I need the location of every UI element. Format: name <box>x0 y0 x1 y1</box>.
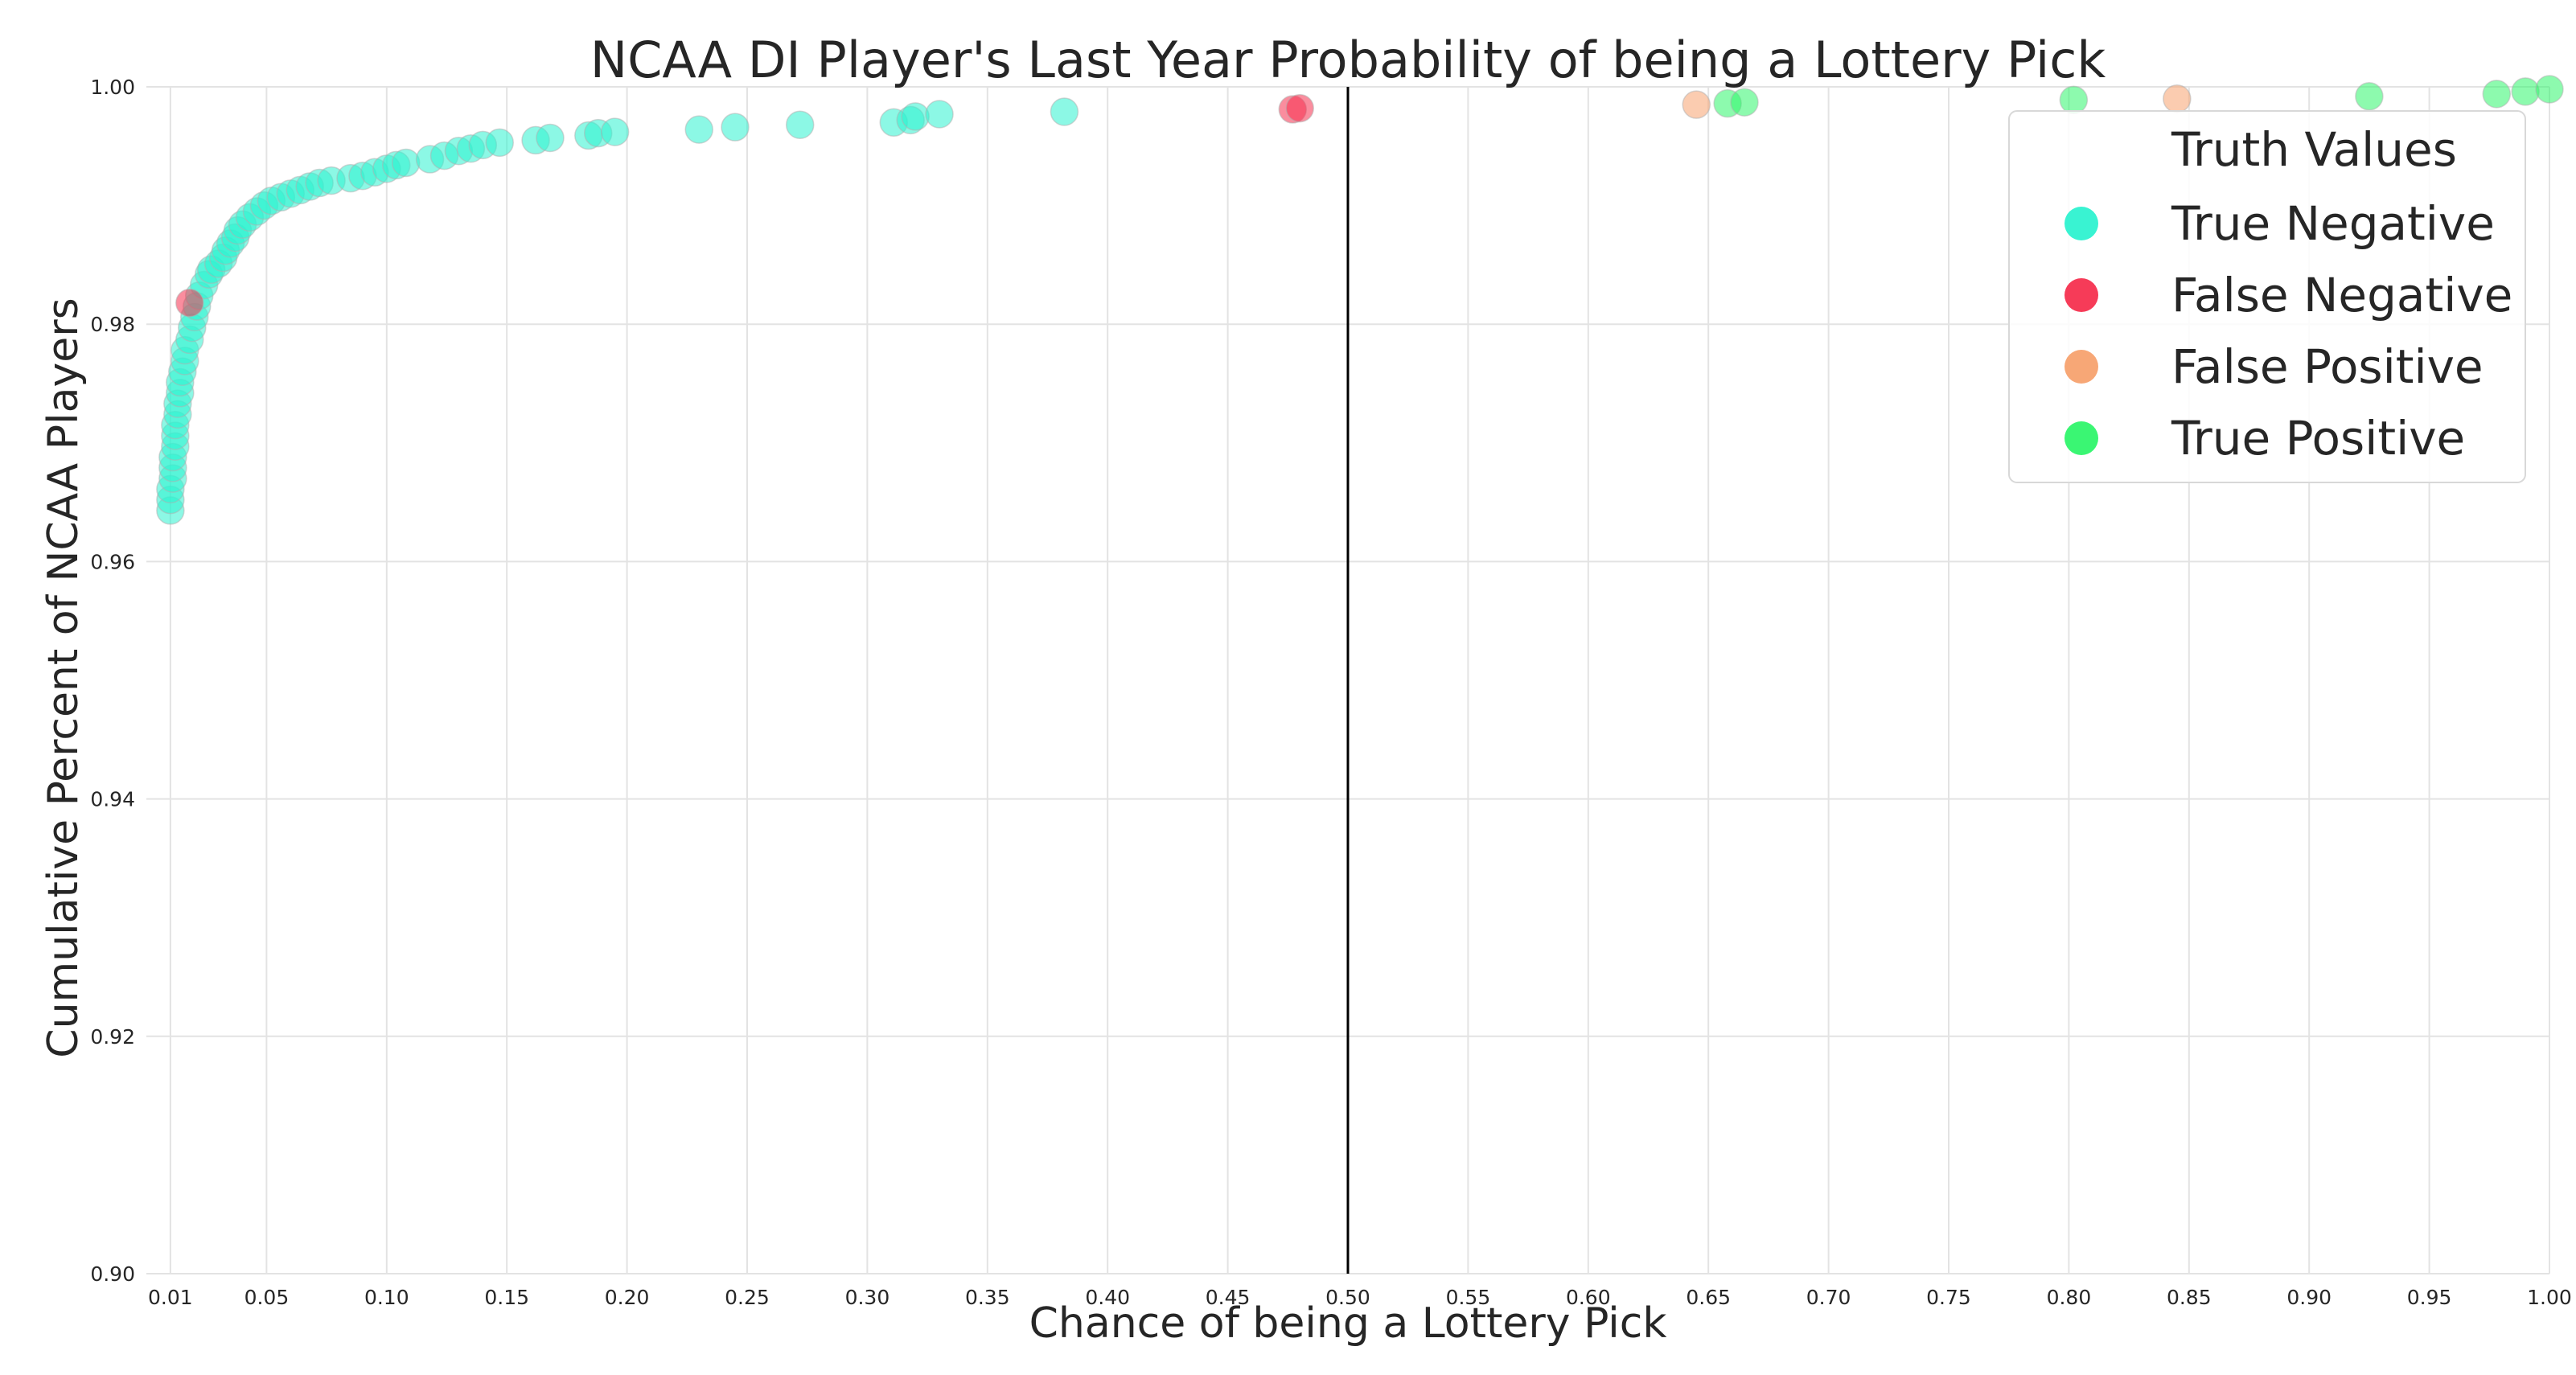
data-point <box>1730 88 1759 117</box>
x-tick-label: 0.55 <box>1446 1286 1491 1309</box>
x-tick-label: 0.65 <box>1686 1286 1731 1309</box>
data-point <box>391 148 421 178</box>
x-tick-label: 1.00 <box>2527 1286 2572 1309</box>
chart-title: NCAA DI Player's Last Year Probability o… <box>590 31 2106 89</box>
legend-marker <box>2064 278 2098 312</box>
x-axis-ticks: 0.01 0.05 0.10 0.15 0.20 0.25 0.30 0.35 0.40 0.45… <box>148 1286 2572 1309</box>
data-point <box>2059 85 2089 114</box>
y-tick-label: 0.94 <box>90 788 135 811</box>
y-tick-label: 0.98 <box>90 313 135 336</box>
legend-box <box>2008 110 2526 483</box>
y-axis-ticks: 0.90 0.92 0.94 0.96 0.98 1.00 <box>90 76 135 1286</box>
x-tick-label: 0.20 <box>605 1286 650 1309</box>
legend-marker <box>2064 421 2098 455</box>
legend-label: True Positive <box>2171 411 2465 466</box>
data-point <box>2535 75 2564 104</box>
data-point <box>485 128 514 158</box>
x-tick-label: 0.80 <box>2047 1286 2092 1309</box>
x-tick-label: 0.50 <box>1325 1286 1370 1309</box>
x-tick-label: 0.95 <box>2407 1286 2452 1309</box>
legend-label: True Negative <box>2171 196 2495 251</box>
x-tick-label: 0.35 <box>965 1286 1010 1309</box>
x-tick-label: 0.45 <box>1206 1286 1251 1309</box>
data-point <box>2482 80 2512 109</box>
data-point <box>2355 82 2384 111</box>
data-point <box>901 102 930 131</box>
data-point <box>721 113 750 142</box>
data-point <box>2163 84 2192 113</box>
legend-label: False Positive <box>2171 339 2484 394</box>
x-tick-label: 0.70 <box>1806 1286 1851 1309</box>
data-point <box>2511 77 2540 106</box>
y-tick-label: 1.00 <box>90 76 135 99</box>
y-tick-label: 0.90 <box>90 1262 135 1286</box>
data-point <box>1285 93 1314 123</box>
x-tick-label: 0.15 <box>484 1286 529 1309</box>
data-point <box>536 123 565 153</box>
x-tick-label: 0.75 <box>1926 1286 1971 1309</box>
x-tick-label: 0.25 <box>725 1286 770 1309</box>
legend-marker <box>2064 207 2098 240</box>
y-axis-label: Cumulative Percent of NCAA Players <box>39 298 88 1057</box>
x-tick-label: 0.30 <box>845 1286 890 1309</box>
x-tick-label: 0.40 <box>1085 1286 1130 1309</box>
x-tick-label: 0.10 <box>364 1286 409 1309</box>
y-tick-label: 0.92 <box>90 1025 135 1049</box>
legend-entries: True Negative False Negative False Positiv… <box>2064 196 2512 466</box>
legend-title: Truth Values <box>2171 122 2457 177</box>
data-point <box>1682 90 1711 119</box>
legend-label: False Negative <box>2171 268 2512 322</box>
data-point <box>684 115 713 144</box>
x-tick-label: 0.90 <box>2286 1286 2332 1309</box>
x-tick-label: 0.05 <box>244 1286 290 1309</box>
data-point <box>785 110 815 139</box>
data-point <box>925 100 954 129</box>
legend-marker <box>2064 350 2098 384</box>
data-point <box>600 117 630 146</box>
x-axis-label: Chance of being a Lottery Pick <box>1029 1299 1667 1348</box>
y-tick-label: 0.96 <box>90 550 135 573</box>
x-tick-label: 0.60 <box>1566 1286 1611 1309</box>
legend: Truth Values True Negative False Negative… <box>2008 110 2526 483</box>
x-tick-label: 0.01 <box>148 1286 193 1309</box>
data-point <box>1050 97 1079 126</box>
data-points <box>156 75 2564 525</box>
x-tick-label: 0.85 <box>2167 1286 2212 1309</box>
data-point <box>175 288 204 318</box>
